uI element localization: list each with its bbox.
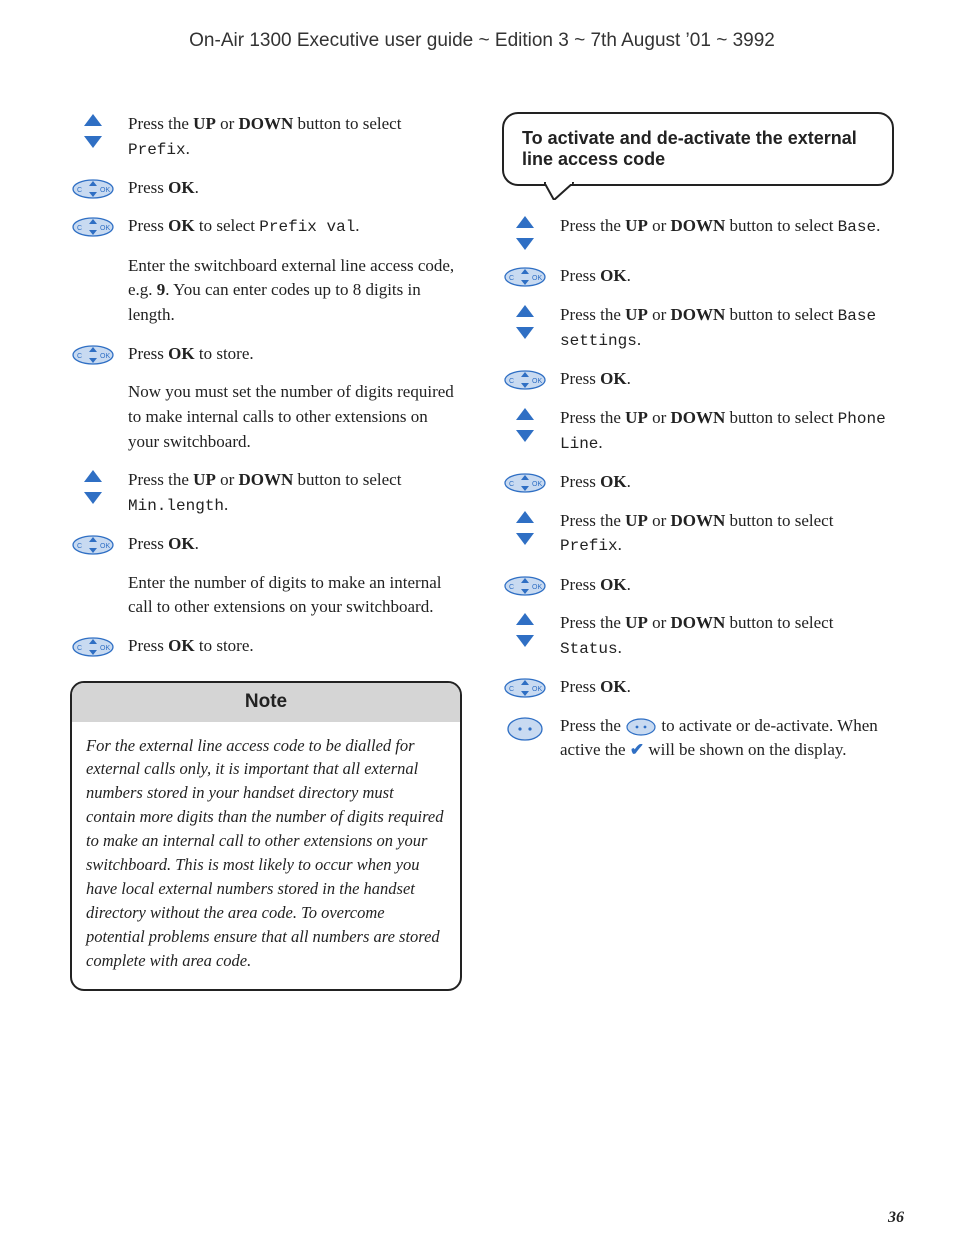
- ok-icon: C OK: [70, 214, 116, 238]
- note-body: For the external line access code to be …: [72, 722, 460, 989]
- svg-text:OK: OK: [532, 275, 542, 282]
- note-box: Note For the external line access code t…: [70, 681, 462, 991]
- updown-icon: [502, 214, 548, 250]
- svg-text:C: C: [509, 378, 514, 385]
- ok-icon: C OK: [70, 532, 116, 556]
- check-icon: ✔: [630, 740, 644, 759]
- ok-icon: C OK: [502, 470, 548, 494]
- ok-icon: C OK: [502, 367, 548, 391]
- updown-icon: [502, 509, 548, 545]
- svg-text:OK: OK: [100, 225, 110, 232]
- step-text: Press OK.: [560, 264, 894, 289]
- step-text: Press the UP or DOWN button to select Pr…: [560, 509, 894, 559]
- step-text: Now you must set the number of digits re…: [128, 380, 462, 454]
- callout-heading: To activate and de-activate the external…: [502, 112, 894, 186]
- svg-text:OK: OK: [532, 584, 542, 591]
- step-text: Press the UP or DOWN button to select St…: [560, 611, 894, 661]
- svg-text:C: C: [77, 353, 82, 360]
- updown-icon: [70, 468, 116, 504]
- callout-tail-icon: [544, 182, 574, 200]
- step-text: Press OK.: [560, 675, 894, 700]
- blank-icon: [70, 254, 116, 256]
- dot-button-icon: [502, 714, 548, 742]
- page-header: On-Air 1300 Executive user guide ~ Editi…: [70, 30, 894, 52]
- svg-text:OK: OK: [532, 686, 542, 693]
- step-text: Press the UP or DOWN button to select Ba…: [560, 303, 894, 353]
- step-text: Enter the number of digits to make an in…: [128, 571, 462, 620]
- step-text: Press OK.: [128, 176, 462, 201]
- svg-text:OK: OK: [100, 353, 110, 360]
- svg-text:C: C: [77, 187, 82, 194]
- ok-icon: C OK: [70, 342, 116, 366]
- step-text: Press the UP or DOWN button to select Pr…: [128, 112, 462, 162]
- svg-text:OK: OK: [100, 543, 110, 550]
- blank-icon: [70, 380, 116, 382]
- step-text: Press OK.: [560, 470, 894, 495]
- step-text: Press the UP or DOWN button to select Ba…: [560, 214, 894, 239]
- ok-icon: C OK: [502, 675, 548, 699]
- updown-icon: [502, 303, 548, 339]
- blank-icon: [70, 571, 116, 573]
- ok-icon: C OK: [502, 264, 548, 288]
- step-text: Press the to activate or de-activate. Wh…: [560, 714, 894, 763]
- step-text: Press the UP or DOWN button to select Ph…: [560, 406, 894, 456]
- step-text: Press OK.: [560, 573, 894, 598]
- right-column: To activate and de-activate the external…: [502, 112, 894, 991]
- updown-icon: [502, 406, 548, 442]
- note-title: Note: [72, 683, 460, 722]
- step-text: Press OK to store.: [128, 342, 462, 367]
- svg-text:OK: OK: [532, 481, 542, 488]
- step-text: Press the UP or DOWN button to select Mi…: [128, 468, 462, 518]
- svg-text:C: C: [77, 225, 82, 232]
- ok-icon: C OK: [502, 573, 548, 597]
- svg-text:C: C: [509, 481, 514, 488]
- step-text: Enter the switchboard external line acce…: [128, 254, 462, 328]
- svg-text:C: C: [509, 686, 514, 693]
- left-column: Press the UP or DOWN button to select Pr…: [70, 112, 462, 991]
- step-text: Press OK to select Prefix val.: [128, 214, 462, 239]
- svg-text:C: C: [77, 645, 82, 652]
- svg-text:C: C: [509, 275, 514, 282]
- svg-text:C: C: [509, 584, 514, 591]
- step-text: Press OK.: [128, 532, 462, 557]
- svg-text:OK: OK: [100, 187, 110, 194]
- page-number: 36: [888, 1209, 904, 1227]
- step-text: Press OK to store.: [128, 634, 462, 659]
- step-text: Press OK.: [560, 367, 894, 392]
- updown-icon: [70, 112, 116, 148]
- svg-text:OK: OK: [532, 378, 542, 385]
- svg-text:C: C: [77, 543, 82, 550]
- svg-text:OK: OK: [100, 645, 110, 652]
- updown-icon: [502, 611, 548, 647]
- inline-dot-icon: [625, 718, 657, 736]
- ok-icon: C OK: [70, 634, 116, 658]
- ok-icon: C OK: [70, 176, 116, 200]
